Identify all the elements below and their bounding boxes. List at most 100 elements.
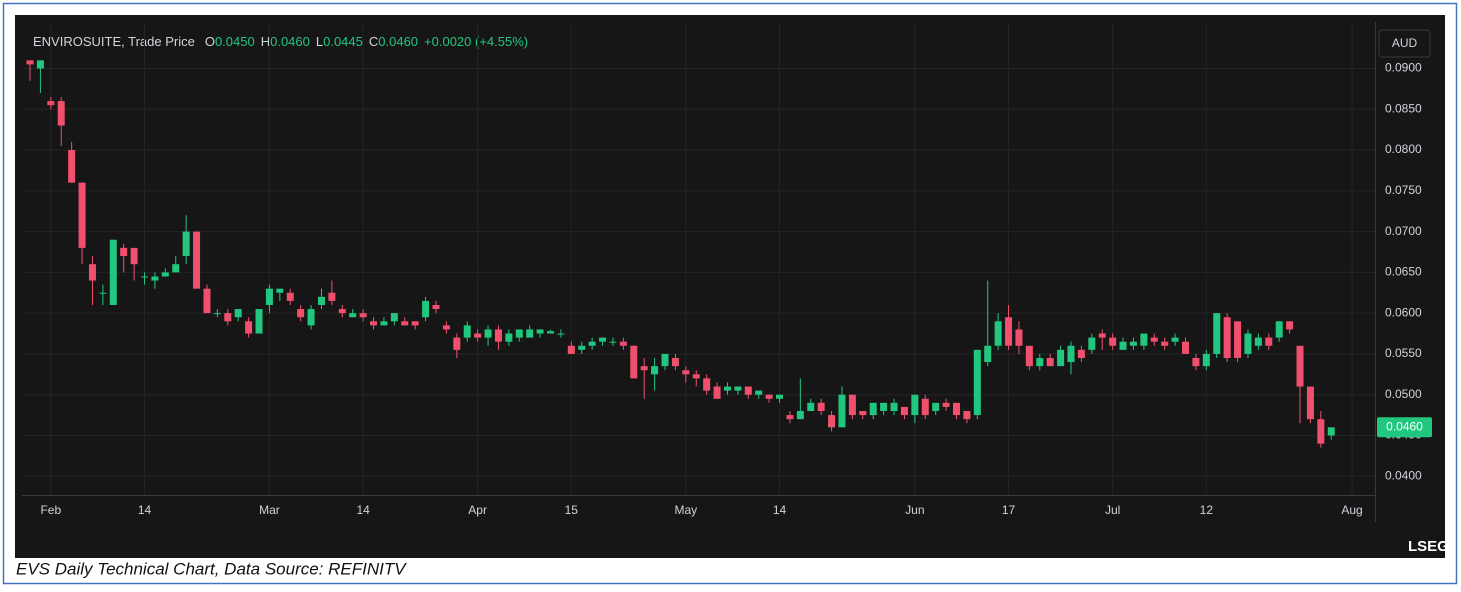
y-tick-label: 0.0850 [1385, 101, 1422, 115]
candle-body [526, 329, 534, 338]
candle-body [484, 329, 492, 338]
candle-body [109, 239, 117, 305]
candle-body [921, 398, 929, 416]
candle-body [1098, 333, 1106, 338]
candle-body [776, 394, 784, 399]
ohlc-value: 0.0450 [215, 34, 255, 49]
candle-body [1015, 329, 1023, 346]
candle-body [307, 309, 315, 326]
candle-body [1202, 353, 1210, 367]
y-tick-label: 0.0700 [1385, 224, 1422, 238]
x-tick-label: Aug [1341, 503, 1362, 517]
candle-body [1067, 345, 1075, 363]
candle-body [234, 309, 242, 318]
candle-body [994, 321, 1002, 346]
candle-body [1036, 357, 1044, 367]
candle-body [99, 292, 107, 294]
candle-body [1182, 341, 1190, 354]
candle-body [151, 276, 159, 281]
x-tick-label: 12 [1200, 503, 1214, 517]
candle-body [536, 329, 544, 334]
last-price-tag [1377, 417, 1432, 438]
ohlc-header: O0.0450 H0.0460 L0.0445 C0.0460 [205, 34, 418, 49]
candle-body [57, 101, 65, 126]
candle-body [547, 331, 554, 334]
candle-body [1057, 349, 1065, 367]
candle-body [963, 411, 971, 420]
candle-body [1109, 337, 1117, 346]
candle-body [755, 390, 763, 395]
candle-body [224, 313, 232, 322]
ohlc-key: H [261, 34, 270, 49]
candle-body [630, 345, 638, 379]
candle-body [203, 288, 211, 314]
x-tick-label: 15 [565, 503, 579, 517]
candle-body [640, 366, 648, 371]
candle-body [1192, 357, 1200, 367]
candle-body [370, 321, 378, 326]
x-tick-label: Apr [468, 503, 487, 517]
candle-body [1254, 337, 1262, 346]
candle-body [390, 313, 398, 322]
candle-body [952, 402, 960, 416]
candle-body [1025, 345, 1033, 367]
x-tick-label: Jun [905, 503, 924, 517]
candle-body [286, 292, 294, 301]
candle-body [120, 247, 128, 257]
candle-body [68, 150, 76, 183]
candle-body [328, 292, 336, 301]
candle-body [984, 345, 992, 363]
candle-body [494, 329, 502, 342]
candle-body [859, 411, 867, 416]
ohlc-key: O [205, 34, 215, 49]
x-tick-label: 14 [138, 503, 152, 517]
chart-header: ENVIROSUITE, Trade Price O0.0450 H0.0460 L0… [33, 34, 528, 49]
last-price-label: 0.0460 [1386, 419, 1423, 433]
candle-body [380, 321, 388, 326]
candle-body [1129, 341, 1137, 346]
candle-body [338, 309, 346, 314]
currency[interactable]: AUD [1392, 36, 1418, 50]
candle-body [1150, 337, 1158, 342]
ohlc-value: 0.0460 [270, 34, 310, 49]
candle-body [942, 402, 950, 407]
caption: EVS Daily Technical Chart, Data Source: … [16, 559, 407, 578]
candle-body [78, 182, 86, 248]
candle-body [515, 329, 523, 338]
ohlc-key: C [369, 34, 378, 49]
currency-button[interactable] [1378, 29, 1431, 58]
candle-body [932, 402, 940, 412]
candle-body [890, 402, 898, 412]
y-tick-label: 0.0800 [1385, 142, 1422, 156]
candle-body [422, 300, 430, 318]
ohlc-value: 0.0460 [378, 34, 418, 49]
candle-body [734, 386, 742, 391]
candle-body [442, 325, 450, 330]
candle-body [567, 345, 575, 354]
ohlc-key: L [316, 34, 323, 49]
candle-body [911, 394, 919, 416]
candle-body [973, 349, 981, 416]
candle-body [796, 411, 804, 420]
candle-body [1088, 337, 1096, 350]
candle-body [661, 353, 669, 367]
candle-body [505, 333, 513, 342]
candle-body [317, 296, 325, 305]
candle-body [609, 341, 617, 343]
candle-body [1286, 321, 1294, 330]
candle-body [744, 386, 752, 395]
candle-body [1213, 313, 1221, 354]
candle-body [578, 345, 586, 350]
candle-body [141, 276, 149, 278]
candle-body [765, 394, 773, 399]
candle-body [1296, 345, 1304, 387]
candle-body [297, 309, 305, 318]
candle-body [880, 402, 888, 412]
candle-body [411, 321, 419, 326]
candle-body [401, 321, 409, 326]
candle-body [713, 386, 721, 399]
candle-body [1317, 419, 1325, 444]
y-tick-label: 0.0600 [1385, 305, 1422, 319]
candle-body [213, 313, 221, 315]
